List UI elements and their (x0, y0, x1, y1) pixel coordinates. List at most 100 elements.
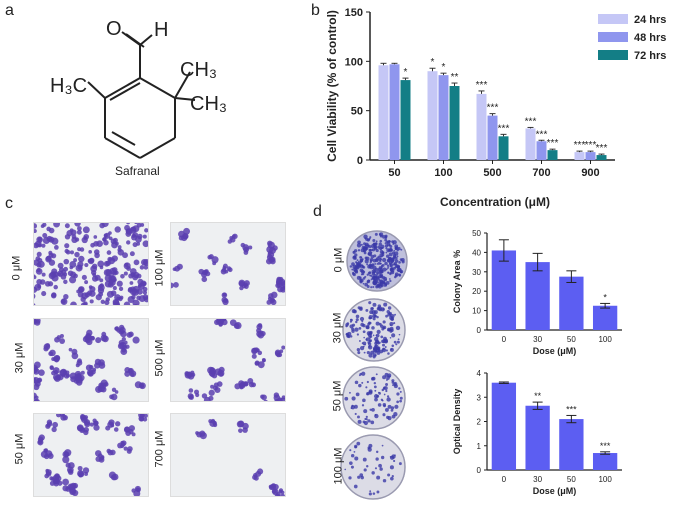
colony (384, 235, 388, 239)
cell (124, 224, 131, 231)
colony (382, 403, 387, 407)
y-tick-label: 1 (477, 442, 482, 451)
cell (60, 298, 68, 305)
bar (491, 250, 517, 330)
y-tick-label: 30 (472, 268, 481, 277)
colony (350, 407, 353, 410)
cell (255, 470, 262, 477)
aldehyde-h: H (154, 19, 168, 41)
cell (118, 286, 124, 291)
cell (229, 235, 234, 240)
cell (171, 282, 174, 289)
colony (369, 408, 372, 411)
cell (129, 268, 137, 275)
colony (365, 415, 368, 419)
cell (188, 388, 194, 393)
bar (592, 305, 618, 330)
colony (356, 243, 362, 248)
cell (100, 299, 105, 304)
colony (393, 249, 396, 252)
colonies (340, 434, 406, 500)
colony (385, 251, 388, 254)
cell (107, 421, 114, 428)
x-tick-label: 30 (533, 475, 542, 484)
colony (379, 232, 384, 237)
cell (133, 490, 141, 496)
cell (127, 446, 133, 452)
cell (125, 430, 132, 437)
cell (103, 260, 110, 267)
micrograph-500uM (170, 318, 286, 402)
colony (382, 257, 387, 263)
cell (107, 256, 113, 262)
significance-label: * (404, 67, 408, 78)
colony (392, 256, 396, 259)
colony (398, 333, 401, 336)
cell (89, 364, 94, 370)
colony (381, 444, 384, 447)
cell (261, 394, 267, 401)
cell (94, 450, 102, 457)
cell (48, 250, 53, 255)
cell (34, 286, 38, 293)
y-tick-label: 100 (345, 56, 363, 68)
x-tick-label: 100 (434, 167, 452, 179)
colony (354, 444, 358, 449)
dish-100uM (340, 434, 406, 500)
cell (257, 361, 265, 369)
bar (378, 65, 389, 160)
colony (371, 326, 375, 330)
colony (373, 381, 377, 385)
colony (396, 249, 399, 252)
colony (372, 348, 378, 353)
cell (243, 250, 249, 255)
micrograph-30uM (33, 318, 149, 402)
colony (358, 326, 362, 330)
cell (133, 259, 140, 266)
safranal-structure: O H H₃C CH₃ CH₃ Safranal (50, 18, 227, 178)
colony (357, 249, 361, 252)
significance-label: *** (585, 140, 597, 151)
colony (371, 407, 375, 412)
colony (389, 278, 391, 280)
colony (384, 244, 389, 248)
significance-label: * (431, 57, 435, 68)
cell (68, 347, 73, 352)
cell (129, 281, 134, 285)
colony (354, 255, 357, 258)
cell (99, 278, 104, 283)
cell (34, 240, 42, 248)
cell (143, 265, 148, 270)
cell (142, 234, 147, 239)
cell (136, 241, 141, 246)
colony (372, 355, 376, 359)
cell (49, 365, 54, 371)
colony (359, 259, 363, 263)
cell (79, 247, 85, 252)
colony (356, 347, 361, 352)
colony (394, 382, 396, 385)
colony (347, 335, 351, 339)
cell (251, 353, 257, 359)
colony (382, 375, 387, 380)
colony (371, 471, 375, 475)
y-tick-label: 50 (351, 106, 363, 118)
colony (354, 257, 357, 260)
cell (37, 439, 44, 446)
cell (124, 370, 131, 377)
colony (362, 282, 365, 285)
colony (372, 492, 376, 495)
ch3-bottom-group: CH₃ (190, 93, 227, 115)
colony (357, 351, 361, 355)
cell (130, 286, 136, 292)
bar (427, 71, 438, 160)
colony (369, 236, 372, 239)
cell (112, 286, 117, 291)
cell (106, 290, 114, 298)
cell (70, 271, 77, 278)
cell (201, 276, 208, 283)
cell (71, 236, 78, 244)
colony (378, 392, 381, 395)
colony (396, 400, 399, 404)
colony (369, 261, 372, 264)
